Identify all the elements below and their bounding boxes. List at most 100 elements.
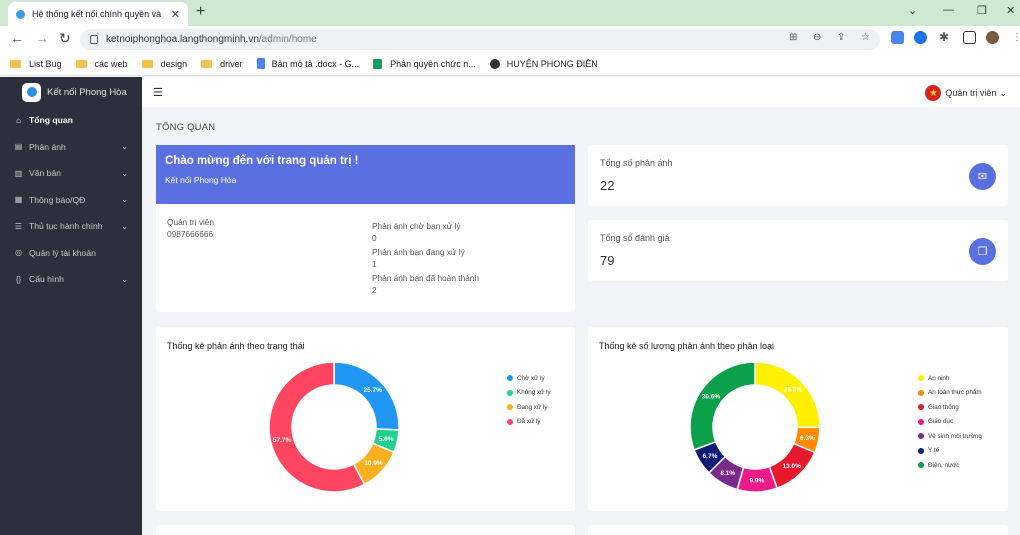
back-icon[interactable]: ← xyxy=(10,30,24,46)
legend-item-giao-thong[interactable]: Giao thông xyxy=(918,400,982,415)
bookmark-label: List Bug xyxy=(29,58,62,69)
braces-icon: {} xyxy=(15,274,22,284)
extension-icon[interactable] xyxy=(914,31,927,44)
zoom-icon[interactable]: ⊖ xyxy=(813,32,822,43)
bookmark-cac-web[interactable]: các web xyxy=(75,58,128,69)
chevron-down-icon: ⌄ xyxy=(121,168,128,178)
translate-icon[interactable]: ⊞ xyxy=(789,32,798,43)
legend-label: An ninh xyxy=(928,374,950,382)
reload-icon[interactable]: ↻ xyxy=(59,30,71,46)
lock-icon xyxy=(90,35,98,44)
sidebar-item-phan-anh[interactable]: ▤ Phản ánh ⌄ xyxy=(0,134,142,161)
legend-item-cho-xu-ly[interactable]: Chờ xử lý xyxy=(507,371,551,386)
feedback-total-label: Tổng số phản ánh xyxy=(600,158,673,168)
bookmark-design[interactable]: design xyxy=(141,59,187,69)
legend-item-dien-nuoc[interactable]: Điện, nước xyxy=(918,458,982,473)
sidebar-item-quan-ly-tai-khoan[interactable]: ◎ Quản lý tài khoản xyxy=(0,240,142,267)
url-path: /admin/home xyxy=(258,34,317,45)
sidebar-item-label: Quản lý tài khoản xyxy=(29,247,96,258)
chevron-down-icon: ⌄ xyxy=(121,274,128,284)
legend-item-giao-duc[interactable]: Giáo dục xyxy=(918,415,982,430)
sidebar-item-thu-tuc[interactable]: ☰ Thủ tục hành chính ⌄ xyxy=(0,213,142,240)
bookmark-star-icon[interactable]: ☆ xyxy=(861,32,870,43)
docs-icon xyxy=(256,58,265,69)
address-bar-row: ← → ↻ ketnoiphonghoa.langthongminh.vn/ad… xyxy=(0,26,1020,52)
puzzle-icon[interactable]: ✱ xyxy=(939,30,950,44)
user-phone: 0987666666 xyxy=(167,228,214,239)
brand[interactable]: Kết nối Phong Hòa xyxy=(0,77,142,107)
tab-search-icon[interactable]: ⌄ xyxy=(908,5,918,17)
translate-extension-icon[interactable] xyxy=(891,31,904,44)
data-label-khong-xu-ly: 5.6% xyxy=(379,436,394,443)
slice-cho-xu-ly[interactable] xyxy=(333,361,400,431)
stat-item: Phản ánh bạn đang xử lý 1 xyxy=(372,247,479,270)
data-label-da-xu-ly: 57.7% xyxy=(273,437,292,444)
legend-label: Vệ sinh môi trường xyxy=(928,432,982,440)
status-chart-card: Thống kê phản ánh theo trạng thái 25.7% 5… xyxy=(156,327,575,511)
chevron-down-icon: ⌄ xyxy=(999,87,1007,98)
legend-label: An toàn thực phẩm xyxy=(928,389,982,397)
data-label-an-ninh: 25.0% xyxy=(784,386,803,393)
legend-item-an-ninh[interactable]: An ninh xyxy=(918,371,982,386)
legend-label: Y tế xyxy=(928,447,940,455)
sidebar-item-label: Thông báo/QĐ xyxy=(29,194,86,205)
legend-marker xyxy=(507,418,513,425)
bookmark-label: driver xyxy=(220,58,243,69)
list-icon: ☰ xyxy=(14,221,23,231)
card-icon: ▤ xyxy=(14,142,23,152)
home-icon: ⌂ xyxy=(16,115,21,125)
bookmark-label: các web xyxy=(94,58,128,69)
browser-tab[interactable]: Hệ thống kết nối chính quyền và ✕ xyxy=(8,2,188,26)
data-label-cho-xu-ly: 25.7% xyxy=(363,387,382,394)
next-card xyxy=(156,525,575,535)
slice-dien-nuoc[interactable] xyxy=(689,361,756,451)
sidebar-item-tong-quan[interactable]: ⌂ Tổng quan xyxy=(0,107,142,134)
user-menu[interactable]: ★ Quản trị viên ⌄ xyxy=(925,85,1007,101)
forward-icon[interactable]: → xyxy=(35,30,49,46)
chevron-down-icon: ⌄ xyxy=(121,195,128,205)
menu-toggle-icon[interactable]: ☰ xyxy=(153,87,163,99)
legend-label: Giáo dục xyxy=(928,418,954,426)
new-tab-icon[interactable]: + xyxy=(196,3,206,20)
slice-da-xu-ly[interactable] xyxy=(268,361,366,493)
close-window-icon[interactable]: ✕ xyxy=(1006,5,1016,17)
bookmark-list-bug[interactable]: List Bug xyxy=(10,59,62,69)
bookmark-ban-mo-ta[interactable]: Bản mô tả .docx - G... xyxy=(256,58,359,69)
sheets-icon xyxy=(373,58,383,69)
legend-label: Không xử lý xyxy=(517,389,551,397)
bookmark-huyen-phong-dien[interactable]: HUYỆN PHONG ĐIỀN xyxy=(489,58,598,69)
restore-icon[interactable]: ❐ xyxy=(977,5,987,17)
url-input[interactable]: ketnoiphonghoa.langthongminh.vn/admin/ho… xyxy=(80,29,880,50)
sidebar-item-van-ban[interactable]: ▥ Văn bản ⌄ xyxy=(0,160,142,187)
folder-icon xyxy=(141,59,153,68)
category-chart-card: Thống kê số lượng phản ánh theo phân loạ… xyxy=(588,327,1008,511)
page-title: TỔNG QUAN xyxy=(156,122,216,133)
bookmark-driver[interactable]: driver xyxy=(201,59,243,69)
data-label-dien-nuoc: 30.6% xyxy=(702,394,721,401)
chevron-down-icon: ⌄ xyxy=(121,142,128,152)
share-icon[interactable]: ⇪ xyxy=(837,32,846,43)
legend-item-dang-xu-ly[interactable]: Đang xử lý xyxy=(507,400,551,415)
legend-item-an-toan-thuc-pham[interactable]: An toàn thực phẩm xyxy=(918,386,982,401)
close-tab-icon[interactable]: ✕ xyxy=(170,8,180,21)
legend-item-da-xu-ly[interactable]: Đã xử lý xyxy=(507,415,551,430)
legend-marker xyxy=(918,433,924,440)
legend-item-y-te[interactable]: Y tế xyxy=(918,444,982,459)
folder-icon xyxy=(201,59,213,68)
sidebar-item-thong-bao[interactable]: ▦ Thông báo/QĐ ⌄ xyxy=(0,187,142,214)
minimize-icon[interactable]: — xyxy=(943,4,954,16)
mail-icon: ✉ xyxy=(969,163,996,190)
profile-avatar[interactable] xyxy=(986,31,999,44)
legend-label: Đã xử lý xyxy=(517,418,541,426)
legend-marker xyxy=(918,462,924,469)
rating-total-value: 79 xyxy=(600,253,615,268)
sidebar-item-label: Văn bản xyxy=(29,168,62,179)
stat-value: 2 xyxy=(372,284,377,295)
slice-an-ninh[interactable] xyxy=(754,361,821,429)
side-panel-icon[interactable] xyxy=(963,31,976,44)
sidebar-item-cau-hinh[interactable]: {} Cấu hình ⌄ xyxy=(0,266,142,293)
legend-item-ve-sinh-moi-truong[interactable]: Vệ sinh môi trường xyxy=(918,429,982,444)
more-menu-icon[interactable]: ⋮ xyxy=(1012,32,1020,43)
legend-item-khong-xu-ly[interactable]: Không xử lý xyxy=(507,386,551,401)
bookmark-phan-quyen[interactable]: Phân quyền chức n... xyxy=(373,58,476,69)
